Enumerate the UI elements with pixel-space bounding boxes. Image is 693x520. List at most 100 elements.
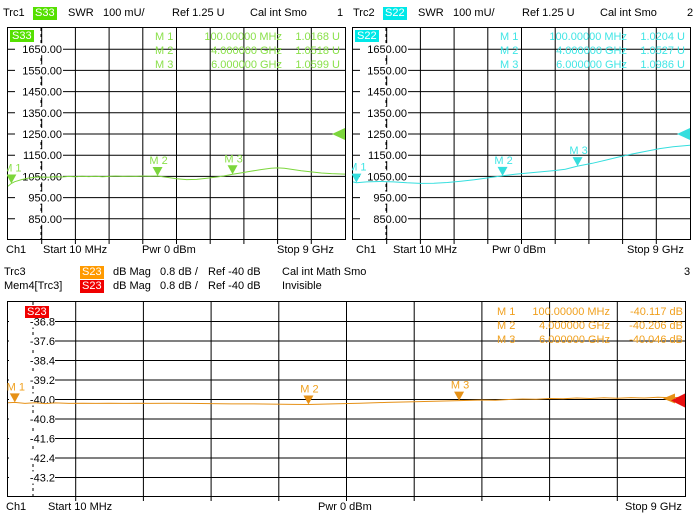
- marker-label[interactable]: M 3: [224, 153, 242, 165]
- marker-triangle[interactable]: [497, 166, 508, 176]
- start-freq[interactable]: Start 10 MHz: [43, 244, 108, 256]
- ref-level-arrow: [663, 393, 675, 404]
- y-axis-label: 1450.00: [367, 87, 407, 99]
- channel-number: 2: [687, 7, 693, 19]
- marker-triangle[interactable]: [9, 393, 20, 403]
- trace-ref[interactable]: Ref 1.25 U: [172, 7, 225, 19]
- marker-label[interactable]: M 2: [149, 155, 167, 167]
- marker-triangle[interactable]: [7, 174, 17, 184]
- plot-area-trc3[interactable]: -36.8 -37.6 -38.4 -39.2 -40.0 -40.8 -41.6 -42.4…: [7, 301, 686, 503]
- trace-format[interactable]: dB Mag: [113, 280, 151, 292]
- trace-cal-status: Cal int Smo: [250, 7, 307, 19]
- marker-readout-freq: 100.00000 MHz: [532, 306, 610, 318]
- marker-triangle[interactable]: [303, 395, 314, 405]
- channel-label[interactable]: Ch1: [356, 244, 377, 256]
- plot-area-trc1[interactable]: 1650.00 1550.00 1450.00 1350.00 1250.00 1150.…: [7, 27, 346, 246]
- marker-label[interactable]: M 3: [569, 145, 587, 157]
- trace-line[interactable]: [7, 167, 346, 187]
- trace-scale[interactable]: 0.8 dB /: [160, 266, 198, 278]
- stop-freq[interactable]: Stop 9 GHz: [277, 244, 334, 256]
- axis-label-bg: [15, 128, 63, 140]
- marker-readout-freq: 4.000000 GHz: [539, 320, 610, 332]
- marker-readout-freq: 100.00000 MHz: [549, 31, 627, 43]
- trace-line[interactable]: [352, 144, 691, 184]
- marker-readout-freq: 4.000000 GHz: [211, 45, 282, 57]
- start-freq[interactable]: Start 10 MHz: [393, 244, 458, 256]
- trace-ref[interactable]: Ref 1.25 U: [522, 7, 575, 19]
- marker-readout-value: -40.046 dB: [629, 334, 683, 346]
- marker-triangle[interactable]: [572, 157, 583, 167]
- power-level[interactable]: Pwr 0 dBm: [492, 244, 546, 256]
- y-axis-label: 1450.00: [22, 87, 62, 99]
- marker-triangle[interactable]: [454, 391, 465, 401]
- axis-label-bg: [360, 191, 408, 204]
- marker-readout-freq: 6.000000 GHz: [539, 334, 610, 346]
- plot-s-param-badge[interactable]: S22: [355, 30, 379, 42]
- s-param-badge[interactable]: S23: [80, 266, 104, 279]
- marker-label[interactable]: M 1: [7, 162, 22, 174]
- trace-ref[interactable]: Ref -40 dB: [208, 280, 261, 292]
- trace-scale[interactable]: 100 mU/: [103, 7, 145, 19]
- marker-label[interactable]: M 1: [352, 162, 367, 174]
- s-param-badge[interactable]: S22: [383, 7, 407, 20]
- axis-label-bg: [360, 212, 408, 225]
- trace-scale[interactable]: 0.8 dB /: [160, 280, 198, 292]
- y-axis-label: 1250.00: [22, 129, 62, 141]
- axis-label-bg: [15, 149, 63, 162]
- power-level[interactable]: Pwr 0 dBm: [318, 501, 372, 513]
- marker-readout-value: -40.206 dB: [629, 320, 683, 332]
- trace-name[interactable]: Trc3: [4, 266, 26, 278]
- marker-label[interactable]: M 2: [300, 384, 318, 396]
- stop-freq[interactable]: Stop 9 GHz: [625, 501, 682, 513]
- marker-triangle[interactable]: [152, 167, 163, 177]
- y-axis-label: -41.6: [30, 434, 55, 446]
- marker-triangle[interactable]: [227, 165, 238, 175]
- stop-freq[interactable]: Stop 9 GHz: [627, 244, 684, 256]
- channel-label[interactable]: Ch1: [6, 501, 27, 513]
- trace-line[interactable]: [7, 396, 686, 406]
- axis-label-bg: [9, 335, 55, 347]
- y-axis-label: 1050.00: [367, 171, 407, 183]
- axis-label-bg: [9, 354, 55, 367]
- s-param-badge[interactable]: S23: [80, 280, 104, 293]
- y-axis-label: -36.8: [30, 317, 55, 329]
- marker-readout-freq: 6.000000 GHz: [556, 59, 627, 71]
- grid: [352, 27, 691, 244]
- channel-footer: Ch1 Start 10 MHz Pwr 0 dBm Stop 9 GHz: [0, 240, 350, 260]
- axis-label-bg: [360, 106, 408, 119]
- power-level[interactable]: Pwr 0 dBm: [142, 244, 196, 256]
- axis-label-bg: [15, 43, 63, 56]
- s-param-badge[interactable]: S33: [33, 7, 57, 20]
- start-freq[interactable]: Start 10 MHz: [48, 501, 113, 513]
- trace-name[interactable]: Trc2: [353, 7, 375, 19]
- channel-number: 1: [337, 7, 344, 19]
- marker-readout-value: 1.0527 U: [640, 45, 685, 57]
- trace-scale[interactable]: 100 mU/: [453, 7, 495, 19]
- marker-triangle[interactable]: [352, 173, 362, 183]
- channel-label[interactable]: Ch1: [6, 244, 27, 256]
- panel-trc1: Trc1 S33 SWR 100 mU/ Ref 1.25 U Cal int …: [0, 0, 350, 262]
- trace-name[interactable]: Mem4[Trc3]: [4, 280, 63, 292]
- marker-readout-name: M 1: [497, 306, 515, 318]
- y-axis-label: 1150.00: [23, 150, 62, 162]
- plot-area-trc2[interactable]: 1650.00 1550.00 1450.00 1350.00 1250.00 1150.…: [352, 27, 691, 246]
- trace-visibility: Invisible: [282, 280, 322, 292]
- trace-header-mem4: Mem4[Trc3] S23 dB Mag 0.8 dB / Ref -40 d…: [0, 280, 693, 294]
- marker-label[interactable]: M 2: [494, 155, 512, 167]
- trace-header-trc3: Trc3 S23 dB Mag 0.8 dB / Ref -40 dB Cal …: [0, 266, 693, 280]
- marker-readout-name: M 2: [155, 45, 173, 57]
- trace-format[interactable]: SWR: [68, 7, 94, 19]
- plot-s-param-badge[interactable]: S33: [10, 30, 34, 42]
- trace-format[interactable]: dB Mag: [113, 266, 151, 278]
- trace-format[interactable]: SWR: [418, 7, 444, 19]
- ref-level-arrow: [332, 128, 345, 140]
- trace-name[interactable]: Trc1: [3, 7, 25, 19]
- marker-label[interactable]: M 3: [451, 380, 469, 392]
- trace-ref[interactable]: Ref -40 dB: [208, 266, 261, 278]
- y-axis-label: 1250.00: [367, 129, 407, 141]
- plot-s-param-badge[interactable]: S23: [25, 306, 49, 318]
- marker-readout-value: 1.0204 U: [640, 31, 685, 43]
- marker-readout-name: M 3: [155, 59, 173, 71]
- marker-label[interactable]: M 1: [7, 381, 25, 393]
